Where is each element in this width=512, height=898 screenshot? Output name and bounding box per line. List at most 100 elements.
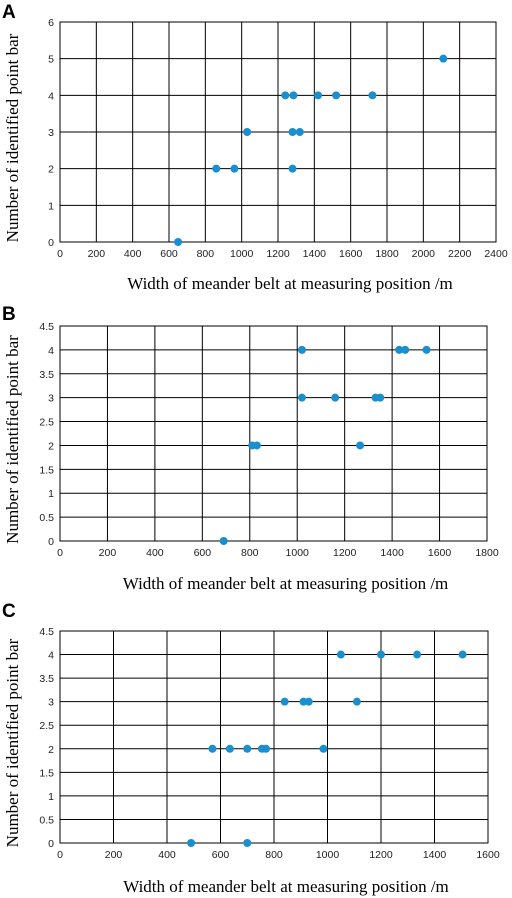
data-point [212, 164, 221, 173]
x-tick-label: 800 [265, 849, 283, 861]
x-tick-label: 800 [197, 248, 215, 260]
x-tick-label: 200 [105, 849, 123, 861]
y-tick-label: 4.5 [39, 626, 54, 638]
data-point [219, 537, 228, 545]
data-point [243, 839, 252, 847]
data-point [376, 393, 385, 402]
x-tick-label: 1200 [369, 849, 393, 861]
x-tick-label: 1600 [476, 849, 500, 861]
x-tick-label: 0 [57, 248, 63, 260]
x-tick-label: 1000 [316, 849, 340, 861]
data-point [230, 164, 239, 173]
data-point [295, 128, 304, 136]
panel-label: C [2, 601, 16, 622]
data-point [281, 91, 290, 100]
data-point [422, 345, 431, 354]
y-tick-label: 5 [48, 54, 54, 66]
data-point [280, 697, 289, 706]
y-tick-label: 4.5 [39, 321, 54, 333]
data-point [356, 441, 365, 450]
y-tick-label: 4 [48, 90, 54, 102]
data-point [401, 345, 410, 354]
data-point [225, 744, 234, 753]
x-tick-label: 2400 [484, 248, 508, 260]
x-tick-label: 2200 [448, 248, 472, 260]
y-tick-label: 1.5 [39, 767, 54, 779]
y-tick-label: 4 [48, 650, 54, 662]
x-tick-label: 1400 [303, 248, 327, 260]
data-point [174, 238, 183, 246]
data-point [261, 744, 270, 753]
data-point [368, 91, 377, 100]
y-axis-title: Number of identified point bar [3, 335, 22, 544]
y-tick-label: 2 [48, 440, 54, 452]
x-axis-title: Width of meander belt at measuring posit… [123, 574, 449, 593]
x-tick-label: 200 [99, 547, 117, 559]
data-point [413, 650, 422, 659]
y-tick-label: 1 [48, 791, 54, 803]
data-point [304, 697, 313, 706]
data-point [288, 164, 297, 173]
data-point [332, 91, 341, 100]
plot-frame [59, 325, 488, 542]
data-point [297, 345, 306, 354]
plot-frame [59, 630, 489, 844]
x-axis-title: Width of meander belt at measuring posit… [127, 274, 453, 293]
y-axis-title: Number of identified point bar [3, 638, 22, 847]
x-tick-label: 1800 [375, 248, 399, 260]
x-tick-label: 200 [88, 248, 106, 260]
data-point [288, 128, 297, 136]
data-point [187, 839, 196, 847]
y-axis-title: Number of identified point bar [3, 33, 22, 242]
x-tick-label: 1200 [266, 248, 290, 260]
x-tick-label: 1000 [286, 547, 310, 559]
data-point [439, 54, 448, 63]
chart-panel-c: C 0 200 400 600 800 1000 1200 1400 1600 0 0.5 1 1.5 2 2… [2, 601, 500, 896]
x-tick-label: 600 [212, 849, 230, 861]
y-tick-label: 3 [48, 393, 54, 405]
x-tick-label: 1000 [230, 248, 254, 260]
y-tick-label: 2.5 [39, 720, 54, 732]
y-tick-label: 6 [48, 17, 54, 29]
x-axis-title: Width of meander belt at measuring posit… [123, 877, 449, 896]
x-tick-label: 400 [158, 849, 176, 861]
y-tick-label: 1 [48, 200, 54, 212]
y-tick-label: 2 [48, 164, 54, 176]
data-point [297, 393, 306, 402]
data-point [252, 441, 261, 450]
panel-label: B [2, 304, 16, 325]
y-tick-label: 4 [48, 345, 54, 357]
data-point [352, 697, 361, 706]
y-tick-label: 3.5 [39, 673, 54, 685]
y-tick-label: 3 [48, 127, 54, 139]
data-point [395, 345, 404, 354]
panel-label: A [2, 2, 16, 23]
y-tick-label: 1.5 [39, 464, 54, 476]
y-tick-label: 1 [48, 488, 54, 500]
y-tick-label: 0.5 [39, 814, 54, 826]
y-tick-label: 3 [48, 697, 54, 709]
data-point [331, 393, 340, 402]
data-point [336, 650, 345, 659]
x-tick-label: 400 [146, 547, 164, 559]
data-point [208, 744, 217, 753]
x-tick-label: 2000 [412, 248, 436, 260]
chart-panel-a: A0 200 400 600 800 1000 1200 1400 1600 1800 2000 22… [2, 2, 508, 293]
data-point [377, 650, 385, 659]
x-tick-label: 600 [194, 547, 212, 559]
y-tick-label: 0.5 [39, 512, 54, 524]
x-tick-label: 600 [160, 248, 178, 260]
plot-frame [59, 21, 497, 243]
data-point [289, 91, 298, 100]
x-tick-label: 1200 [333, 547, 357, 559]
y-tick-label: 0 [48, 838, 54, 850]
chart-panel-b: B 0 200 400 600 800 1000 1200 1400 1600 1800 0 0.5 1 1… [2, 304, 499, 593]
x-tick-label: 800 [241, 547, 259, 559]
x-tick-label: 1800 [475, 547, 499, 559]
x-tick-label: 400 [124, 248, 142, 260]
x-tick-label: 1600 [428, 547, 452, 559]
y-tick-label: 3.5 [39, 369, 54, 381]
y-tick-label: 0 [48, 536, 54, 548]
x-tick-label: 1600 [339, 248, 363, 260]
